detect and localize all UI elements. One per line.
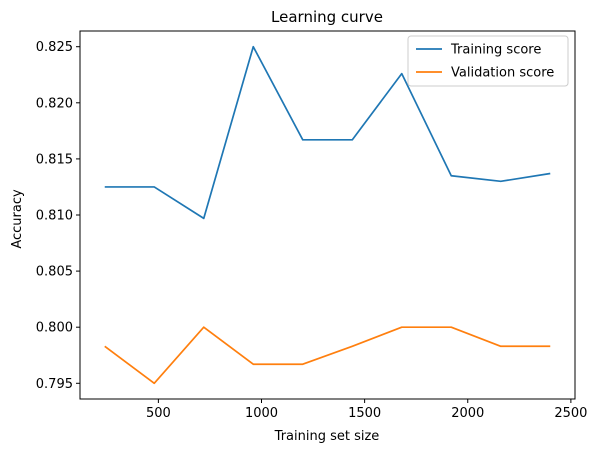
series-layer [104,45,551,385]
x-tick-label: 1000 [245,406,278,421]
y-axis: 0.795 0.800 0.805 0.810 0.815 0.820 0.825 [36,40,80,392]
x-tick-label: 2000 [451,406,484,421]
y-tick-label: 0.805 [36,265,73,280]
legend-box [407,35,569,87]
x-tick-label: 2500 [554,406,587,421]
x-tick-label: 500 [146,406,171,421]
legend-entry: Training score [450,43,541,58]
y-tick-label: 0.815 [36,152,73,167]
chart-title: Learning curve [271,8,383,26]
y-tick-label: 0.795 [36,377,73,392]
y-tick-label: 0.820 [36,96,73,111]
y-axis-label: Accuracy [10,189,25,249]
y-tick-label: 0.810 [36,209,73,224]
series-line-0 [104,45,551,220]
series-line-1 [104,326,551,385]
legend-entry: Validation score [451,66,554,81]
y-tick-label: 0.825 [36,40,73,55]
x-axis-label: Training set size [274,429,380,444]
y-tick-label: 0.800 [36,321,73,336]
x-tick-label: 1500 [348,406,381,421]
legend: Training score Validation score [407,35,569,87]
x-axis: 500 1000 1500 2000 2500 [146,399,587,421]
